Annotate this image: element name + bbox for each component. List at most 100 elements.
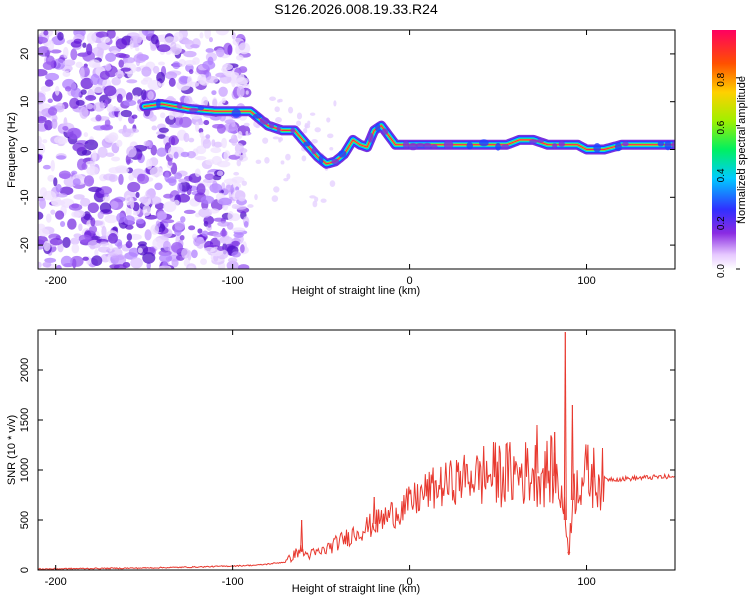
spectrogram-ridge-blob bbox=[422, 142, 432, 149]
spectrogram-noise-blob bbox=[91, 84, 106, 93]
spectrogram-noise-blob bbox=[70, 237, 80, 245]
spectrogram-noise-blob bbox=[78, 223, 83, 232]
spectrogram-ridge-blob bbox=[311, 147, 317, 155]
spectrogram-noise-blob bbox=[59, 186, 74, 196]
spectrogram-noise-blob bbox=[137, 241, 147, 247]
y-tick-label: 0 bbox=[19, 567, 31, 573]
x-tick-label: 100 bbox=[577, 576, 595, 588]
spectrogram-noise-blob bbox=[212, 232, 223, 238]
spectrogram-noise-blob bbox=[231, 251, 241, 258]
spectrogram-noise-blob bbox=[137, 153, 142, 161]
spectrogram-noise-blob bbox=[42, 261, 52, 268]
spectrogram-noise-blob bbox=[95, 31, 109, 38]
spectrogram-noise-blob bbox=[227, 211, 234, 222]
spectrogram-noise-blob bbox=[136, 173, 150, 185]
spectrogram-noise-blob bbox=[81, 149, 92, 156]
spectrogram-noise-blob bbox=[144, 229, 152, 241]
spectrogram-noise-blob bbox=[301, 155, 307, 162]
snr-y-label: SNR (10 * v/v) bbox=[6, 415, 18, 485]
spectrogram-noise-blob bbox=[106, 103, 114, 113]
spectrogram-noise-blob bbox=[67, 218, 77, 230]
spectrogram-noise-blob bbox=[63, 59, 76, 67]
spectrogram-noise-blob bbox=[183, 50, 197, 58]
spectrogram-noise-blob bbox=[223, 150, 231, 162]
spectrogram-noise-blob bbox=[174, 172, 183, 180]
spectrogram-noise-blob bbox=[150, 144, 158, 156]
spectrogram-noise-blob bbox=[203, 119, 210, 126]
spectrogram-ridge-blob bbox=[303, 141, 311, 147]
spectrogram-noise-blob bbox=[145, 189, 156, 199]
snr-frame bbox=[37, 329, 676, 571]
spectrogram-noise-blob bbox=[264, 156, 270, 164]
spectrogram-ridge-blob bbox=[466, 141, 473, 150]
spectrogram-noise-blob bbox=[38, 69, 48, 77]
spectrogram-ridge-blob bbox=[415, 143, 426, 148]
snr-y-ticks: 0 500 1000 1500 2000 bbox=[19, 358, 675, 573]
spectrogram-noise-blob bbox=[90, 73, 100, 86]
spectrogram-noise-blob bbox=[69, 97, 80, 109]
spectrogram-noise-blob bbox=[205, 159, 215, 166]
snr-spike bbox=[593, 459, 596, 478]
spectrogram-noise-blob bbox=[99, 70, 110, 80]
spectrogram-noise-blob bbox=[125, 92, 133, 102]
spectrogram-noise-blob bbox=[169, 123, 182, 128]
y-tick-label: -10 bbox=[19, 189, 31, 205]
spectrogram-noise-blob bbox=[220, 229, 228, 237]
colorbar-ticks: 0.0 0.2 0.4 0.6 0.8 bbox=[716, 72, 740, 278]
spectrogram-noise-blob bbox=[175, 113, 184, 118]
spectrogram-ridge-blob bbox=[593, 143, 601, 153]
spectrogram-noise-blob bbox=[78, 234, 92, 243]
spectrogram-noise-blob bbox=[211, 90, 217, 96]
spectrogram-noise-blob bbox=[209, 183, 223, 194]
snr-line-layer bbox=[38, 331, 675, 570]
spectrogram-noise-blob bbox=[94, 249, 99, 257]
spectrogram-noise-blob bbox=[91, 46, 105, 57]
spectrogram-noise-blob bbox=[62, 46, 69, 59]
spectrogram-noise-blob bbox=[202, 138, 212, 149]
spectrogram-noise-blob bbox=[127, 69, 133, 78]
colorbar-tick-label: 0.2 bbox=[716, 216, 727, 230]
spectrogram-noise-blob bbox=[241, 180, 248, 186]
spectrogram-noise-blob bbox=[262, 137, 269, 144]
spectrogram-noise-blob bbox=[161, 219, 175, 224]
spectrogram-noise-blob bbox=[130, 35, 143, 44]
spectrogram-noise-blob bbox=[80, 89, 87, 95]
spectrogram-noise-blob bbox=[320, 198, 327, 203]
spectrogram-noise-blob bbox=[72, 178, 81, 186]
spectrogram-noise-blob bbox=[218, 86, 228, 97]
spectrogram-noise-blob bbox=[88, 186, 102, 193]
y-tick-label: 2000 bbox=[19, 358, 31, 382]
spectrogram-noise-blob bbox=[180, 216, 186, 223]
spectrogram-noise-blob bbox=[118, 59, 125, 68]
spectrogram-noise-blob bbox=[100, 124, 114, 131]
spectrogram-noise-blob bbox=[210, 147, 222, 154]
spectrogram-noise-blob bbox=[53, 58, 66, 70]
spectrogram-noise-blob bbox=[188, 137, 195, 143]
spectrogram-noise-blob bbox=[311, 139, 318, 144]
spectrogram-noise-blob bbox=[50, 159, 55, 172]
snr-spike bbox=[554, 431, 557, 477]
spectrogram-noise-blob bbox=[83, 175, 95, 187]
colorbar-tick-label: 0.0 bbox=[716, 264, 727, 278]
spectrogram-noise-blob bbox=[86, 165, 99, 176]
spectrogram-noise-blob bbox=[86, 32, 97, 44]
spectrogram-noise-blob bbox=[183, 132, 190, 143]
spectrogram-noise-blob bbox=[188, 69, 194, 75]
spectrogram-noise-blob bbox=[54, 85, 60, 96]
spectrogram-noise-blob bbox=[141, 89, 147, 101]
spectrogram-noise-blob bbox=[243, 122, 250, 127]
spectrogram-noise-blob bbox=[236, 85, 245, 98]
spectrogram-ridge-blob bbox=[500, 144, 510, 149]
spectrogram-noise-blob bbox=[38, 135, 42, 146]
spectrogram-ridge-blob bbox=[268, 121, 275, 129]
spectrogram-noise-blob bbox=[141, 66, 152, 77]
spectrogram-noise-blob bbox=[205, 134, 211, 139]
spectrogram-ridge-blob bbox=[156, 98, 161, 109]
spectrogram-noise-blob bbox=[64, 86, 72, 92]
spectrogram-noise-blob bbox=[45, 213, 52, 223]
spectrogram-ridge-blob bbox=[431, 144, 438, 149]
spectrogram-ridge-blob bbox=[536, 138, 545, 143]
spectrogram-noise-blob bbox=[104, 99, 109, 108]
y-tick-label: 10 bbox=[19, 96, 31, 108]
spectrogram-noise-blob bbox=[125, 240, 133, 249]
